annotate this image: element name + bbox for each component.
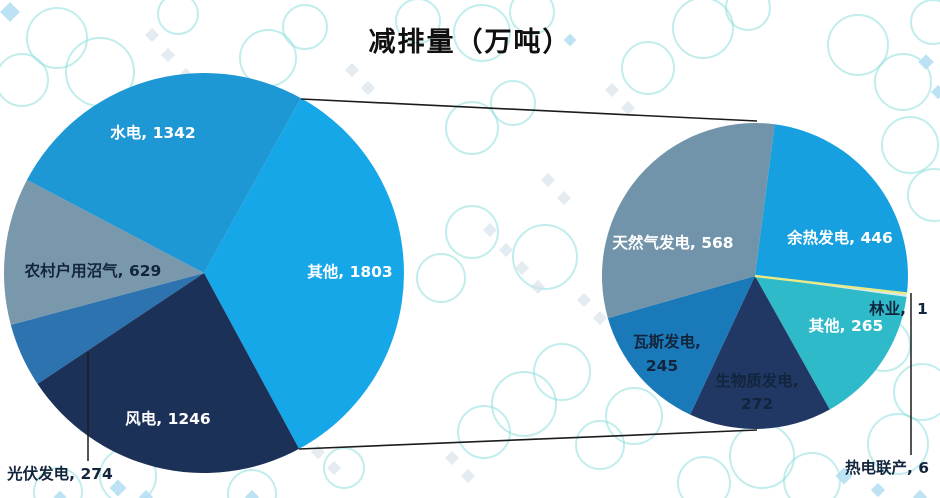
watermark-ring — [33, 467, 83, 498]
watermark-ring — [416, 253, 466, 303]
watermark-diamond-blue — [835, 467, 853, 485]
pie-slice-水电 — [27, 73, 301, 273]
watermark-diamond — [444, 450, 460, 466]
watermark-diamond — [576, 292, 592, 308]
pie-slice-其他 — [755, 276, 907, 410]
main-pie: 其他, 1803 风电, 1246 光伏发电, 274 农村户用沼气, 629 水电, … — [3, 73, 404, 483]
watermark-diamond — [498, 242, 514, 258]
watermark-diamond — [460, 468, 476, 484]
watermark-ring — [575, 420, 625, 470]
slice-label: 光伏发电, 274 — [6, 464, 113, 483]
pie-slice-其他 — [204, 98, 404, 449]
watermark-ring — [445, 205, 499, 259]
watermark-ring — [490, 80, 536, 126]
watermark-ring — [783, 452, 841, 498]
watermark-diamond — [592, 310, 608, 326]
watermark-diamond-blue — [930, 84, 940, 100]
watermark-ring — [0, 53, 49, 107]
pie-slice-天然气发电 — [601, 123, 775, 319]
pie-slice-生物质发电 — [690, 276, 830, 429]
slice-label: 水电, 1342 — [110, 123, 195, 142]
slice-label: 其他, 1803 — [307, 262, 392, 281]
watermark-diamond-blue — [244, 489, 260, 498]
watermark-ring — [26, 7, 88, 69]
slice-label: 余热发电, 446 — [786, 228, 893, 247]
slice-label: 风电, 1246 — [125, 409, 210, 428]
watermark-ring — [457, 405, 511, 459]
watermark-ring — [677, 456, 731, 498]
watermark-diamond — [310, 444, 326, 460]
watermark-diamond — [326, 460, 342, 476]
slice-label: 农村户用沼气, 629 — [24, 261, 162, 280]
watermark-ring — [512, 224, 578, 290]
watermark-ring — [725, 0, 771, 31]
watermark-diamond-blue — [912, 489, 928, 498]
slice-label: 瓦斯发电, — [633, 332, 701, 351]
watermark-ring — [395, 0, 441, 44]
watermark-ring — [881, 116, 939, 174]
watermark-ring — [509, 0, 555, 35]
slice-label: 天然气发电, 568 — [612, 233, 733, 252]
watermark-diamond — [556, 190, 572, 206]
watermark-ring — [491, 371, 557, 437]
series-connector-line — [298, 429, 758, 450]
watermark-ring — [282, 4, 328, 50]
watermark-diamond — [530, 279, 546, 295]
pie-slice-光伏发电 — [10, 273, 204, 384]
watermark-diamond — [482, 222, 498, 238]
slice-label: 其他, 265 — [809, 316, 884, 335]
watermark-ring — [621, 41, 675, 95]
slice-label: 热电联产, 6 — [845, 458, 929, 477]
watermark-ring — [605, 387, 663, 445]
watermark-ring — [827, 14, 889, 76]
slice-label: 272 — [741, 395, 773, 413]
watermark-diamond — [344, 62, 360, 78]
watermark-ring — [445, 101, 499, 155]
slice-label: 生物质发电, — [715, 371, 798, 390]
watermark-ring — [874, 53, 932, 111]
watermark-diamond — [360, 80, 376, 96]
watermark-ring — [227, 469, 277, 498]
slice-label: 1 — [917, 300, 928, 318]
watermark-ring — [867, 413, 929, 475]
slice-label: 林业, — [869, 299, 906, 318]
watermark-ring — [323, 447, 365, 489]
breakdown-pie: 余热发电, 446 林业, 1 热电联产, 6 其他, 265 生物质发电, 272 瓦斯发电… — [601, 123, 929, 477]
watermark-ring — [157, 0, 199, 35]
watermark-ring — [893, 363, 940, 421]
slice-label: 245 — [646, 357, 678, 375]
watermark-ring — [907, 168, 940, 222]
watermark-ring — [910, 0, 940, 45]
pie-slice-瓦斯发电 — [607, 276, 755, 415]
series-connector-line — [300, 98, 758, 122]
watermark-ring — [672, 0, 734, 59]
pie-slice-风电 — [37, 273, 300, 473]
watermark-diamond-blue — [0, 2, 20, 22]
chart-title: 减排量（万吨） — [368, 27, 572, 58]
watermark-diamond — [604, 82, 620, 98]
pie-slice-林业 — [754, 274, 908, 295]
watermark-diamond-blue — [870, 482, 886, 498]
watermark-diamond-blue — [138, 489, 154, 498]
watermark-diamond — [514, 260, 530, 276]
watermark-diamond — [620, 100, 636, 116]
watermark-diamond — [540, 172, 556, 188]
watermark-ring — [533, 343, 591, 401]
watermark-diamond-blue — [53, 490, 67, 498]
watermark-ring — [453, 4, 511, 62]
pie-slice-余热发电 — [755, 124, 908, 294]
pie-slice-农村户用沼气 — [3, 179, 204, 325]
